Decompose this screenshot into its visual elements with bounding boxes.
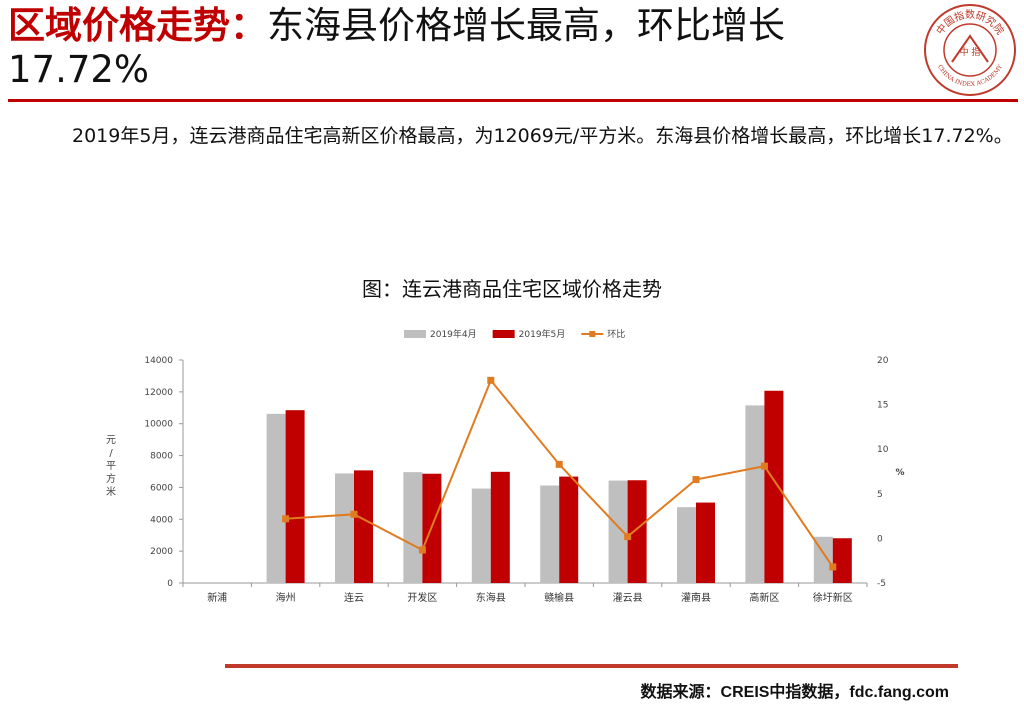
- bar-may: [559, 476, 579, 583]
- y-left-axis-label: 米: [106, 485, 116, 498]
- bar-may: [832, 538, 852, 583]
- x-tick-label: 高新区: [749, 591, 779, 604]
- y-left-tick-label: 8000: [150, 452, 173, 462]
- summary-paragraph: 2019年5月，连云港商品住宅高新区价格最高，为12069元/平方米。东海县价格…: [72, 125, 1013, 147]
- mom-change-point: [760, 462, 768, 470]
- y-left-tick-label: 12000: [144, 388, 173, 398]
- y-right-tick-label: 20: [877, 356, 889, 366]
- x-tick-label: 徐圩新区: [813, 591, 853, 604]
- title-divider: [8, 99, 1018, 102]
- x-tick-label: 东海县: [476, 591, 506, 604]
- y-right-axis-label: %: [895, 468, 904, 478]
- bar-may: [490, 471, 510, 583]
- footer-divider: [225, 664, 958, 668]
- y-left-tick-label: 10000: [144, 420, 173, 430]
- mom-change-point: [487, 376, 495, 384]
- y-left-axis-label: 元: [106, 435, 116, 446]
- x-tick-label: 灌南县: [681, 591, 711, 604]
- y-left-tick-label: 4000: [150, 515, 173, 525]
- bar-april: [335, 473, 354, 583]
- bar-may: [627, 480, 647, 583]
- bar-april: [540, 485, 560, 583]
- y-left-tick-label: 14000: [144, 356, 173, 366]
- bar-may: [764, 390, 784, 583]
- page-title-highlight: 区域价格走势：: [8, 4, 267, 47]
- y-left-axis-label: 方: [106, 472, 116, 485]
- bar-may: [354, 470, 373, 583]
- y-right-tick-label: 0: [877, 534, 883, 544]
- x-tick-label: 灌云县: [613, 592, 643, 604]
- mom-change-point: [555, 460, 563, 468]
- page-title: 区域价格走势：东海县价格增长最高，环比增长17.72%: [8, 4, 913, 92]
- y-right-tick-label: 15: [877, 401, 888, 411]
- bar-may: [696, 502, 715, 583]
- legend-label: 2019年4月: [430, 328, 477, 340]
- x-tick-label: 新浦: [207, 591, 227, 604]
- mom-change-point: [624, 533, 632, 541]
- y-left-tick-label: 0: [167, 579, 173, 589]
- bar-april: [677, 507, 696, 583]
- x-tick-label: 开发区: [407, 591, 437, 604]
- bar-april: [745, 405, 765, 583]
- bar-april: [403, 472, 423, 583]
- mom-change-point: [418, 546, 426, 554]
- y-left-tick-label: 2000: [150, 547, 173, 557]
- mom-change-point: [692, 476, 700, 484]
- mom-change-point: [282, 515, 290, 523]
- y-left-axis-label: 平: [106, 461, 116, 472]
- china-index-academy-logo: 中国指数研究院 CHINA INDEX ACADEMY 中 指: [924, 4, 1016, 96]
- y-right-tick-label: 5: [877, 490, 883, 500]
- y-right-tick-label: 10: [877, 445, 889, 455]
- logo-center-text: 中 指: [960, 46, 981, 58]
- legend-label: 2019年5月: [519, 328, 566, 340]
- bar-april: [266, 413, 286, 583]
- bar-april: [471, 488, 491, 583]
- price-trend-chart: 0 2000 4000 6000 8000 10000 12000 14000 -5 0 5 10 15…: [106, 328, 905, 604]
- bar-april: [813, 536, 833, 583]
- data-source: 数据来源：CREIS中指数据，fdc.fang.com: [640, 684, 949, 701]
- legend-swatch: [404, 330, 426, 338]
- x-tick-label: 赣榆县: [544, 591, 574, 604]
- legend-swatch: [492, 330, 515, 338]
- bar-april: [608, 480, 628, 583]
- page-title-rest: 东海县价格增长最高，环比增长17.72%: [8, 4, 785, 91]
- bar-may: [285, 410, 305, 583]
- y-right-tick-label: -5: [877, 579, 886, 589]
- mom-change-point: [350, 510, 358, 518]
- y-left-axis-label: /: [109, 448, 113, 459]
- y-left-tick-label: 6000: [150, 483, 173, 493]
- legend-label: 环比: [607, 328, 625, 340]
- mom-change-point: [829, 563, 837, 571]
- chart-title: 图：连云港商品住宅区域价格走势: [362, 277, 662, 301]
- x-tick-label: 海州: [276, 591, 296, 604]
- x-tick-label: 连云: [344, 591, 364, 604]
- legend-swatch-marker: [589, 331, 596, 337]
